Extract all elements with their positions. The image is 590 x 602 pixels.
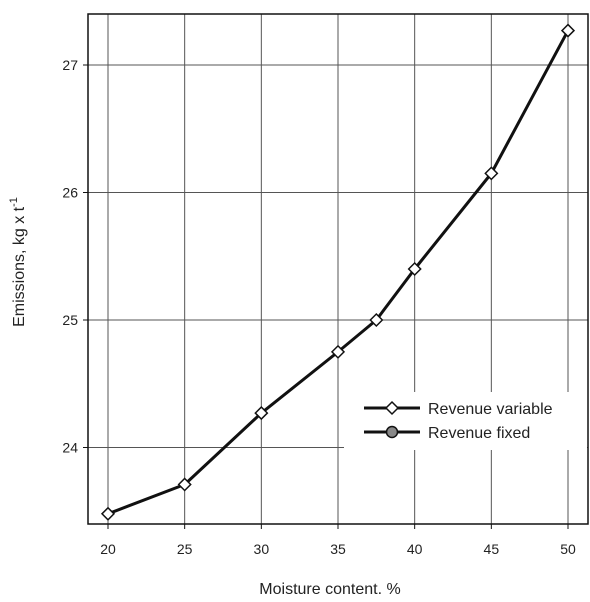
legend-background bbox=[344, 392, 587, 450]
y-tick-label: 24 bbox=[62, 440, 78, 456]
y-tick-label: 26 bbox=[62, 185, 78, 201]
legend-marker bbox=[385, 425, 399, 439]
series-line bbox=[107, 29, 570, 516]
data-point bbox=[330, 344, 346, 359]
y-axis-label: Emissions, kg x t-1 bbox=[8, 197, 28, 327]
legend-label: Revenue fixed bbox=[428, 425, 530, 442]
data-point bbox=[177, 477, 192, 492]
series-layer bbox=[100, 23, 576, 521]
data-point bbox=[407, 261, 422, 277]
data-point bbox=[369, 312, 384, 328]
legend: Revenue variable Revenue fixed bbox=[344, 392, 587, 450]
x-tick-label: 35 bbox=[330, 541, 346, 557]
plot-frame bbox=[87, 13, 589, 525]
legend-label: Revenue variable bbox=[428, 401, 553, 418]
tick-labels: 20 25 30 35 40 45 50 24 25 26 27 bbox=[62, 57, 576, 557]
y-tick-label: 27 bbox=[62, 57, 78, 73]
x-axis-label: Moisture content. % bbox=[259, 581, 400, 598]
data-point bbox=[100, 506, 116, 521]
x-tick-label: 50 bbox=[560, 541, 576, 557]
x-tick-label: 20 bbox=[100, 541, 116, 557]
data-point bbox=[560, 23, 576, 38]
x-tick-label: 30 bbox=[254, 541, 270, 557]
x-tick-label: 45 bbox=[484, 541, 500, 557]
data-point bbox=[484, 166, 499, 181]
x-tick-label: 25 bbox=[177, 541, 193, 557]
y-tick-label: 25 bbox=[62, 312, 78, 328]
legend-marker bbox=[384, 400, 400, 416]
x-tick-label: 40 bbox=[407, 541, 423, 557]
y-axis-label-superscript: -1 bbox=[8, 197, 20, 207]
data-point bbox=[254, 406, 269, 421]
